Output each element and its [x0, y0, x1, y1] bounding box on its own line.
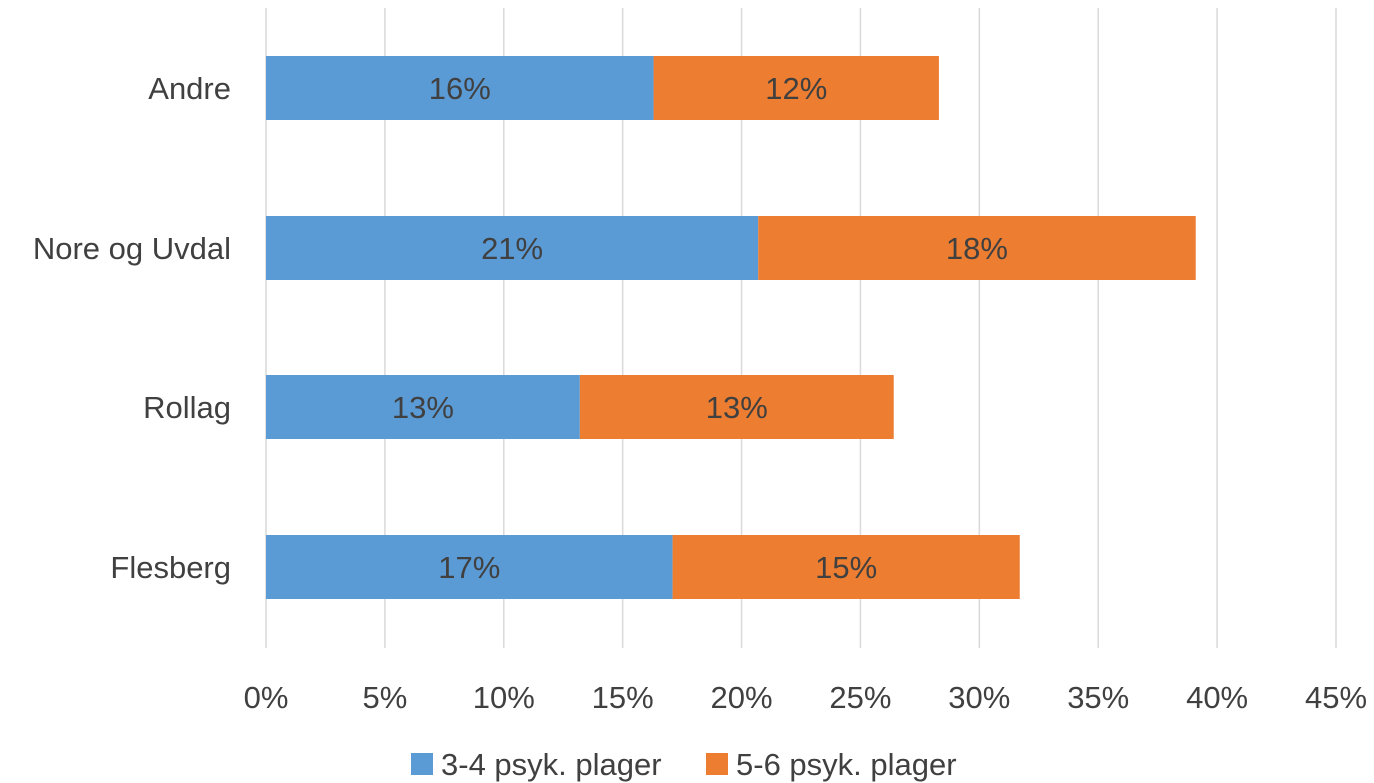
x-tick-label: 10%: [473, 680, 535, 715]
x-tick-label: 45%: [1305, 680, 1367, 715]
bar-segment: [579, 375, 894, 439]
x-tick-label: 30%: [948, 680, 1010, 715]
legend: 3-4 psyk. plager 5-6 psyk. plager: [411, 747, 957, 782]
bar-segment: [758, 216, 1196, 280]
category-label: Flesberg: [110, 550, 231, 585]
bar-segment: [266, 56, 654, 120]
data-label: 15%: [815, 550, 877, 585]
x-tick-label: 15%: [592, 680, 654, 715]
data-label: 18%: [946, 231, 1008, 266]
data-label: 16%: [429, 71, 491, 106]
data-label: 17%: [438, 550, 500, 585]
x-tick-label: 20%: [711, 680, 773, 715]
bar-segment: [672, 535, 1020, 599]
legend-swatch-series-2: [706, 753, 728, 775]
data-label: 21%: [481, 231, 543, 266]
bar-segment: [653, 56, 939, 120]
bar-segment: [266, 375, 580, 439]
bar-segment: [266, 535, 673, 599]
x-tick-label: 35%: [1067, 680, 1129, 715]
legend-swatch-series-1: [411, 753, 433, 775]
x-tick-label: 5%: [362, 680, 407, 715]
x-tick-label: 0%: [244, 680, 289, 715]
x-tick-label: 25%: [829, 680, 891, 715]
bars: 16% 12% 21% 18% 13% 13% 17% 15%: [266, 56, 1196, 599]
x-tick-label: 40%: [1186, 680, 1248, 715]
category-label: Andre: [148, 71, 231, 106]
data-label: 13%: [706, 390, 768, 425]
legend-label-series-1: 3-4 psyk. plager: [441, 747, 662, 782]
bar-segment: [266, 216, 759, 280]
data-label: 13%: [392, 390, 454, 425]
category-axis-labels: Andre Nore og Uvdal Rollag Flesberg: [33, 71, 231, 585]
legend-label-series-2: 5-6 psyk. plager: [736, 747, 957, 782]
value-axis-labels: 0% 5% 10% 15% 20% 25% 30% 35% 40% 45%: [244, 680, 1367, 715]
category-label: Rollag: [143, 390, 231, 425]
category-label: Nore og Uvdal: [33, 231, 231, 266]
data-label: 12%: [765, 71, 827, 106]
